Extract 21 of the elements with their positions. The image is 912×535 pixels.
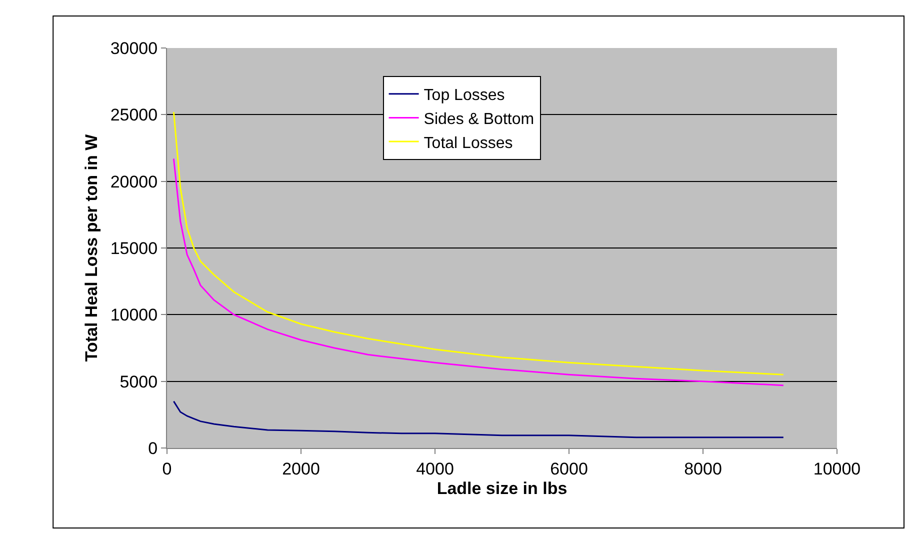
legend-label: Sides & Bottom xyxy=(424,110,534,128)
y-tick-label: 30000 xyxy=(110,38,158,58)
legend-label: Top Losses xyxy=(424,87,505,104)
line-series xyxy=(172,400,784,438)
y-tick-label: 15000 xyxy=(110,238,158,258)
y-tick-label: 25000 xyxy=(110,106,158,125)
x-tick-label: 6000 xyxy=(550,459,588,478)
y-tick-label: 0 xyxy=(148,438,158,458)
y-tick-label: 5000 xyxy=(120,372,158,392)
y-axis-title: Total Heal Loss per ton in W xyxy=(82,133,101,362)
line-series xyxy=(172,158,784,386)
x-tick-label: 0 xyxy=(162,459,172,478)
x-tick-label: 2000 xyxy=(282,459,320,478)
y-tick-label: 20000 xyxy=(110,172,158,192)
legend-label: Total Losses xyxy=(424,134,513,152)
x-axis-title: Ladle size in lbs xyxy=(436,478,568,498)
x-tick-label: 8000 xyxy=(684,459,722,478)
x-tick-label: 4000 xyxy=(416,459,454,478)
y-tick-label: 10000 xyxy=(110,306,158,325)
x-tick-label: 10000 xyxy=(813,459,861,478)
line-series xyxy=(172,111,784,376)
